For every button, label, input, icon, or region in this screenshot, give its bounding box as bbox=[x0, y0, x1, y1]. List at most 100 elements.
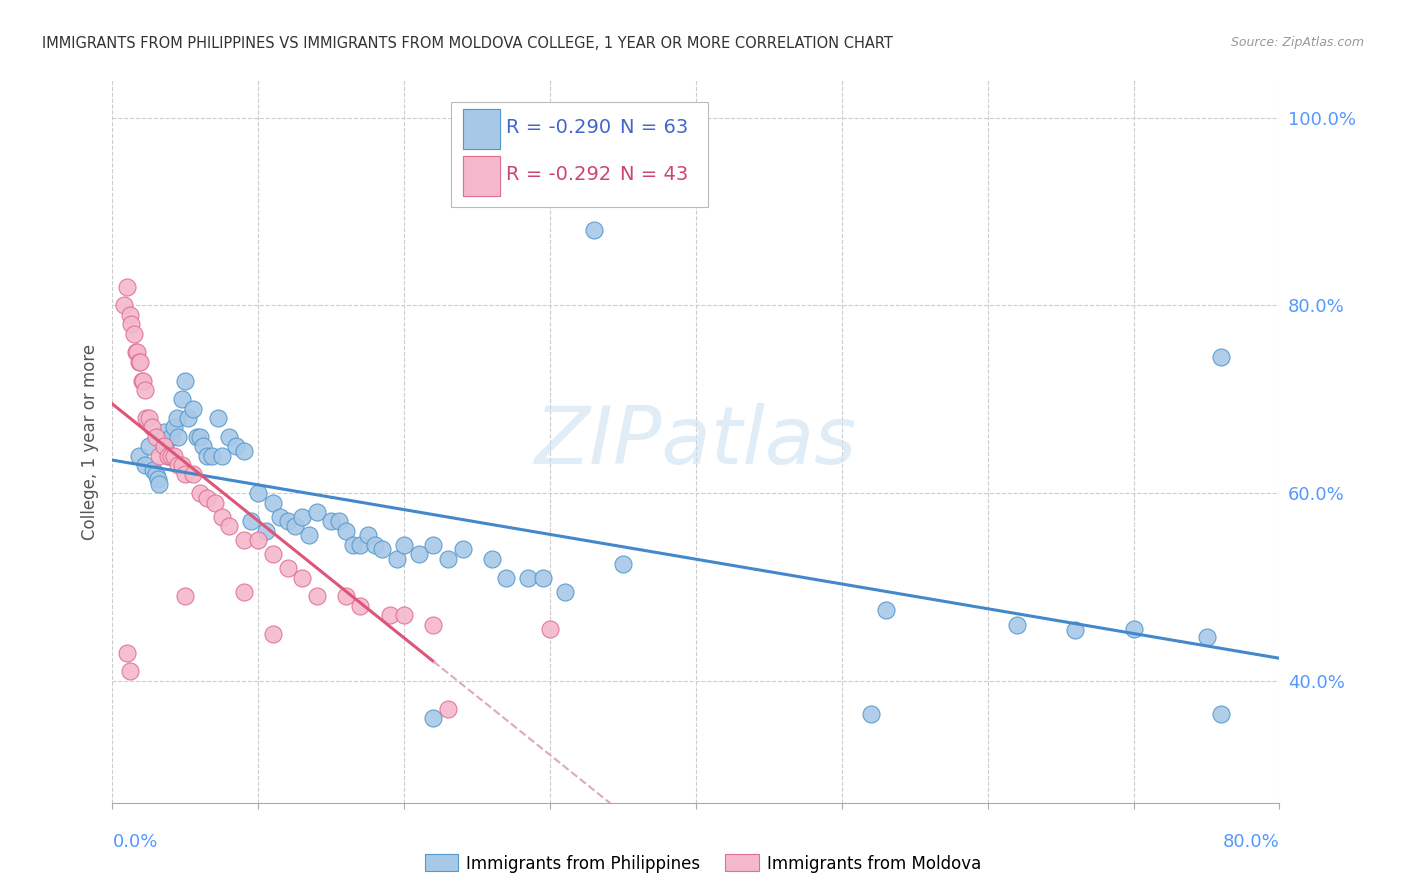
Text: N = 63: N = 63 bbox=[620, 118, 689, 136]
Point bbox=[284, 519, 307, 533]
Point bbox=[128, 355, 150, 369]
Point bbox=[146, 472, 169, 486]
Text: 0.0%: 0.0% bbox=[112, 833, 157, 851]
Point bbox=[357, 528, 380, 542]
Point bbox=[875, 603, 897, 617]
Point bbox=[172, 392, 194, 407]
Point bbox=[132, 374, 155, 388]
Point bbox=[262, 547, 284, 561]
Point bbox=[118, 308, 141, 322]
Point bbox=[167, 430, 190, 444]
Point bbox=[142, 463, 165, 477]
Point bbox=[385, 551, 408, 566]
Point bbox=[517, 571, 540, 585]
Point bbox=[115, 646, 138, 660]
Point bbox=[531, 571, 554, 585]
Point bbox=[538, 622, 561, 636]
Legend: Immigrants from Philippines, Immigrants from Moldova: Immigrants from Philippines, Immigrants … bbox=[418, 847, 988, 880]
Text: Source: ZipAtlas.com: Source: ZipAtlas.com bbox=[1230, 36, 1364, 49]
Point bbox=[148, 476, 170, 491]
Point bbox=[371, 542, 394, 557]
Point bbox=[1064, 623, 1087, 637]
Point bbox=[138, 439, 160, 453]
Point bbox=[262, 495, 284, 509]
Text: N = 43: N = 43 bbox=[620, 165, 689, 184]
Point bbox=[118, 665, 141, 679]
Point bbox=[247, 486, 270, 500]
Point bbox=[582, 223, 605, 237]
Point bbox=[174, 467, 197, 482]
Point bbox=[247, 533, 270, 547]
Point bbox=[364, 538, 387, 552]
Text: IMMIGRANTS FROM PHILIPPINES VS IMMIGRANTS FROM MOLDOVA COLLEGE, 1 YEAR OR MORE C: IMMIGRANTS FROM PHILIPPINES VS IMMIGRANT… bbox=[42, 36, 893, 51]
Point bbox=[254, 524, 277, 538]
Point bbox=[269, 509, 291, 524]
FancyBboxPatch shape bbox=[451, 102, 707, 207]
Point bbox=[160, 449, 183, 463]
Point bbox=[201, 449, 224, 463]
Point bbox=[129, 355, 152, 369]
Point bbox=[148, 449, 170, 463]
Point bbox=[394, 538, 416, 552]
Point bbox=[1209, 350, 1232, 364]
Text: R = -0.292: R = -0.292 bbox=[506, 165, 612, 184]
Point bbox=[276, 561, 298, 575]
Point bbox=[115, 279, 138, 293]
Y-axis label: College, 1 year or more: College, 1 year or more bbox=[80, 343, 98, 540]
Point bbox=[335, 524, 357, 538]
Point bbox=[112, 298, 135, 312]
Point bbox=[211, 449, 233, 463]
Text: R = -0.290: R = -0.290 bbox=[506, 118, 610, 136]
Point bbox=[174, 590, 197, 604]
Point bbox=[163, 449, 186, 463]
Point bbox=[422, 711, 444, 725]
Point bbox=[321, 514, 343, 528]
Point bbox=[174, 374, 197, 388]
Point bbox=[1209, 706, 1232, 721]
Point bbox=[612, 557, 634, 571]
Point bbox=[291, 509, 314, 524]
Point bbox=[262, 627, 284, 641]
Point bbox=[207, 411, 229, 425]
Point bbox=[1122, 622, 1144, 636]
Point bbox=[437, 702, 460, 716]
Point bbox=[153, 439, 176, 453]
Point bbox=[204, 495, 226, 509]
Point bbox=[232, 444, 254, 458]
Point bbox=[134, 458, 156, 472]
Point bbox=[451, 542, 474, 557]
Point bbox=[163, 420, 186, 434]
Point bbox=[160, 430, 183, 444]
Point bbox=[554, 584, 576, 599]
Point bbox=[188, 486, 211, 500]
Point bbox=[218, 519, 240, 533]
Point bbox=[481, 551, 503, 566]
Point bbox=[188, 430, 211, 444]
Point bbox=[232, 533, 254, 547]
Point bbox=[240, 514, 263, 528]
Point bbox=[860, 706, 883, 721]
Point bbox=[1195, 630, 1218, 644]
Point bbox=[191, 439, 214, 453]
Point bbox=[167, 458, 190, 472]
Point bbox=[422, 617, 444, 632]
Point bbox=[135, 411, 157, 425]
FancyBboxPatch shape bbox=[463, 156, 501, 196]
Point bbox=[145, 430, 167, 444]
Point bbox=[342, 538, 364, 552]
Point bbox=[232, 584, 254, 599]
Point bbox=[134, 383, 156, 397]
Point bbox=[349, 538, 371, 552]
Point bbox=[152, 425, 174, 439]
Point bbox=[291, 571, 314, 585]
Text: ZIPatlas: ZIPatlas bbox=[534, 402, 858, 481]
Point bbox=[131, 374, 153, 388]
Point bbox=[195, 449, 218, 463]
Point bbox=[305, 590, 328, 604]
FancyBboxPatch shape bbox=[463, 109, 501, 149]
Point bbox=[181, 467, 204, 482]
Point bbox=[145, 467, 167, 482]
Point bbox=[181, 401, 204, 416]
Point bbox=[195, 491, 218, 505]
Point bbox=[305, 505, 328, 519]
